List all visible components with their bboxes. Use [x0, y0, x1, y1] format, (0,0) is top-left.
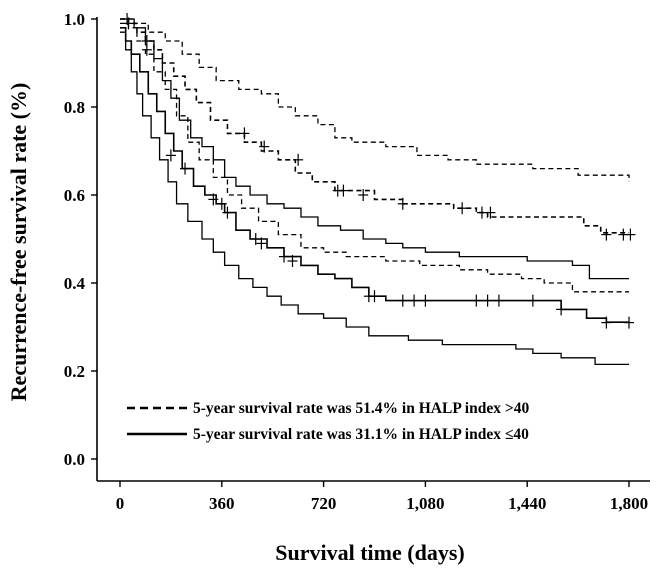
y-tick-label: 0.4 [64, 274, 86, 293]
km-curve-halp-at-most-40-ci-5 [120, 31, 629, 366]
x-tick-label: 1,800 [610, 494, 648, 513]
x-tick-label: 720 [311, 494, 337, 513]
km-curve-halp-above-40-0 [120, 18, 629, 234]
x-tick-label: 1,440 [508, 494, 546, 513]
y-tick-label: 0.0 [64, 450, 85, 469]
x-tick-label: 0 [116, 494, 125, 513]
km-curve-halp-at-most-40-ci-4 [120, 18, 629, 280]
legend-label-solid: 5-year survival rate was 31.1% in HALP i… [193, 426, 529, 443]
km-curve-halp-at-most-40-3 [120, 27, 629, 323]
axes: 0.0 0.2 0.4 0.6 0.8 1.0 0 360 720 1,080 1,440 1,800 [64, 10, 650, 513]
x-tick-label: 360 [209, 494, 235, 513]
y-tick-label: 0.6 [64, 186, 85, 205]
legend: 5-year survival rate was 51.4% in HALP i… [127, 400, 529, 443]
y-tick-label: 0.8 [64, 98, 85, 117]
km-curve-halp-above-40-ci-2 [120, 22, 629, 293]
x-axis-label: Survival time (days) [275, 540, 464, 565]
y-tick-label: 1.0 [64, 10, 85, 29]
plot-area [120, 13, 636, 366]
y-tick-label: 0.2 [64, 362, 85, 381]
x-tick-label: 1,080 [406, 494, 444, 513]
km-curve-halp-above-40-ci-1 [120, 18, 630, 182]
legend-label-dashed: 5-year survival rate was 51.4% in HALP i… [193, 400, 529, 417]
y-axis-label: Recurrence-free survival rate (%) [6, 83, 31, 402]
